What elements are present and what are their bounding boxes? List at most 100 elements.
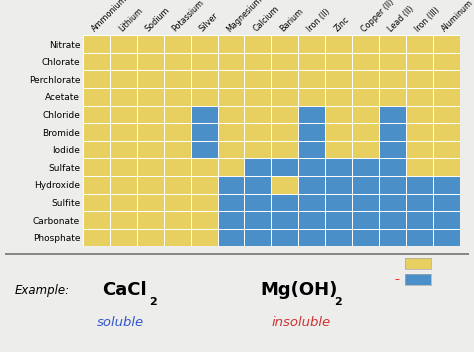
- Text: 2: 2: [149, 297, 157, 307]
- Bar: [137, 158, 164, 176]
- Bar: [110, 53, 137, 70]
- Bar: [218, 211, 245, 229]
- Bar: [191, 141, 218, 158]
- Bar: [83, 158, 110, 176]
- Bar: [218, 35, 245, 53]
- Bar: [110, 194, 137, 211]
- Bar: [433, 158, 460, 176]
- Bar: [218, 123, 245, 141]
- Bar: [83, 35, 110, 53]
- Bar: [218, 106, 245, 123]
- Bar: [218, 70, 245, 88]
- Bar: [406, 194, 433, 211]
- Bar: [379, 123, 406, 141]
- Bar: [379, 194, 406, 211]
- Bar: [110, 176, 137, 194]
- Bar: [298, 70, 325, 88]
- Bar: [433, 194, 460, 211]
- Bar: [325, 53, 352, 70]
- Bar: [433, 123, 460, 141]
- Bar: [83, 211, 110, 229]
- Bar: [325, 141, 352, 158]
- Text: CaCl: CaCl: [102, 281, 146, 300]
- Bar: [298, 88, 325, 106]
- Bar: [164, 123, 191, 141]
- Bar: [406, 141, 433, 158]
- Bar: [218, 229, 245, 246]
- Bar: [433, 70, 460, 88]
- Bar: [164, 88, 191, 106]
- Bar: [325, 211, 352, 229]
- Bar: [245, 211, 271, 229]
- Bar: [379, 229, 406, 246]
- Bar: [433, 88, 460, 106]
- Bar: [245, 176, 271, 194]
- Bar: [137, 106, 164, 123]
- Bar: [137, 53, 164, 70]
- Bar: [406, 229, 433, 246]
- Text: Example:: Example:: [14, 284, 69, 297]
- Bar: [110, 229, 137, 246]
- Bar: [271, 229, 298, 246]
- Bar: [271, 88, 298, 106]
- Bar: [83, 176, 110, 194]
- Bar: [83, 141, 110, 158]
- Bar: [433, 35, 460, 53]
- Bar: [191, 211, 218, 229]
- Bar: [352, 106, 379, 123]
- Bar: [83, 106, 110, 123]
- Bar: [137, 70, 164, 88]
- Bar: [271, 194, 298, 211]
- Bar: [245, 123, 271, 141]
- Bar: [191, 53, 218, 70]
- Bar: [271, 123, 298, 141]
- Bar: [110, 70, 137, 88]
- Bar: [83, 70, 110, 88]
- Bar: [379, 141, 406, 158]
- Bar: [352, 176, 379, 194]
- Bar: [191, 176, 218, 194]
- Bar: [379, 70, 406, 88]
- Bar: [271, 35, 298, 53]
- Bar: [110, 123, 137, 141]
- Bar: [245, 106, 271, 123]
- Bar: [164, 229, 191, 246]
- Bar: [406, 88, 433, 106]
- Bar: [137, 211, 164, 229]
- Bar: [298, 211, 325, 229]
- Bar: [379, 88, 406, 106]
- Bar: [379, 158, 406, 176]
- Bar: [433, 106, 460, 123]
- Bar: [298, 35, 325, 53]
- Bar: [406, 176, 433, 194]
- Bar: [325, 70, 352, 88]
- Bar: [352, 211, 379, 229]
- Bar: [83, 53, 110, 70]
- Bar: [406, 53, 433, 70]
- Bar: [271, 106, 298, 123]
- Bar: [83, 88, 110, 106]
- Bar: [325, 88, 352, 106]
- Bar: [325, 229, 352, 246]
- Bar: [245, 53, 271, 70]
- Bar: [191, 70, 218, 88]
- Bar: [110, 158, 137, 176]
- Bar: [191, 106, 218, 123]
- Bar: [433, 229, 460, 246]
- Bar: [433, 141, 460, 158]
- Bar: [271, 176, 298, 194]
- Bar: [137, 194, 164, 211]
- Bar: [218, 53, 245, 70]
- Text: 2: 2: [334, 297, 342, 307]
- Bar: [191, 123, 218, 141]
- Bar: [83, 194, 110, 211]
- Bar: [325, 123, 352, 141]
- Bar: [379, 106, 406, 123]
- Bar: [379, 176, 406, 194]
- Bar: [83, 123, 110, 141]
- Bar: [406, 123, 433, 141]
- Bar: [406, 106, 433, 123]
- Bar: [298, 123, 325, 141]
- Bar: [379, 35, 406, 53]
- Bar: [191, 229, 218, 246]
